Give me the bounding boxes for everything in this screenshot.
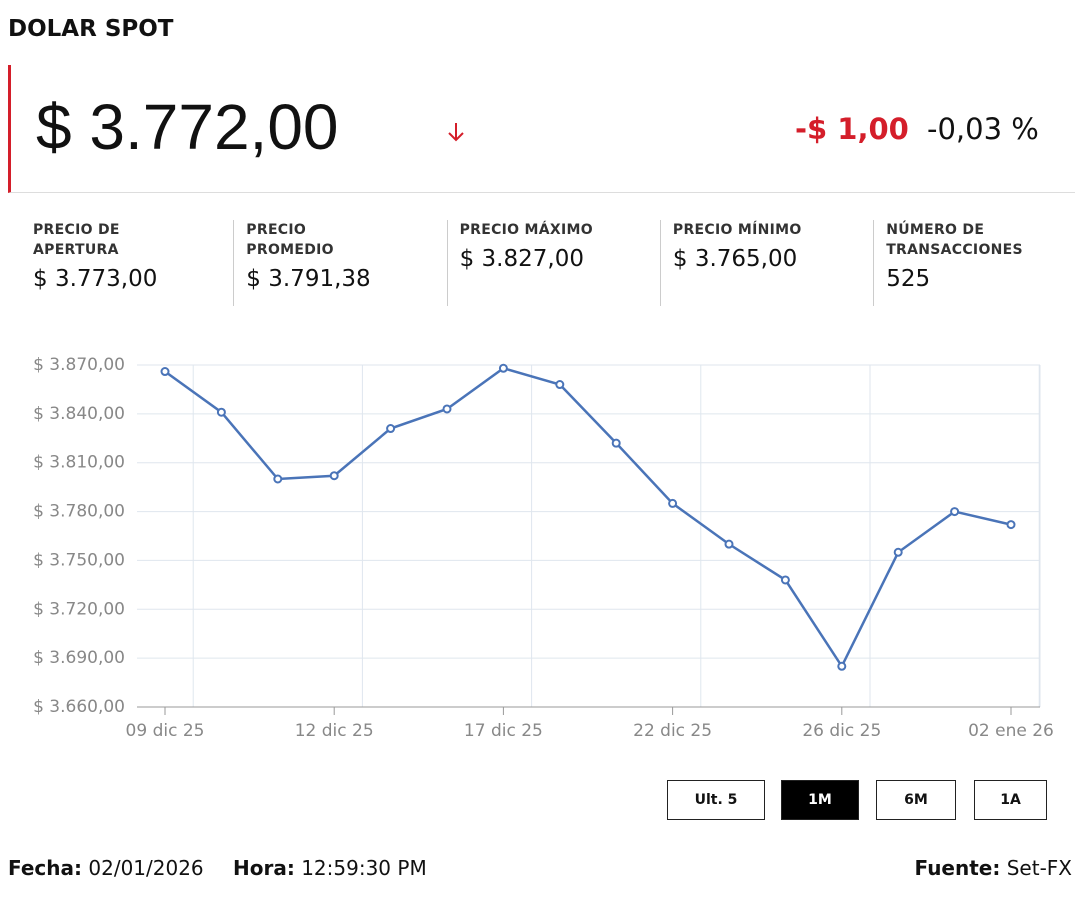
chart: $ 3.660,00 $ 3.690,00 $ 3.720,00 $ 3.750,00… — [33, 355, 1054, 741]
fecha-label: Fecha: — [8, 856, 83, 880]
stat: PRECIO DE APERTURA $ 3.773,00 — [33, 220, 223, 306]
x-tick-label: 02 ene 26 — [968, 721, 1054, 741]
fuente-label: Fuente: — [914, 856, 1001, 880]
point — [837, 661, 847, 671]
y-tick-label: $ 3.780,00 — [33, 502, 125, 522]
stat-label: PRECIO MÍNIMO — [672, 222, 802, 238]
range-button[interactable]: 6M — [876, 780, 956, 820]
price-box — [8, 65, 1075, 193]
line — [164, 366, 1012, 669]
hora: Hora: 12:59:30 PM — [233, 856, 427, 880]
fecha-value: 02/01/2026 — [88, 856, 204, 880]
down-arrow — [448, 123, 464, 142]
y-tick-label: $ 3.750,00 — [33, 550, 125, 570]
point — [442, 404, 452, 414]
fuente: Fuente: Set-FX — [915, 856, 1072, 880]
point — [555, 380, 565, 390]
point — [668, 498, 678, 508]
point — [1006, 520, 1016, 530]
stat-value: $ 3.765,00 — [672, 246, 798, 272]
point — [611, 438, 621, 448]
point — [893, 547, 903, 557]
change: -$ 1,00 — [795, 112, 909, 146]
separator — [873, 220, 875, 306]
stat-label: NÚMERO DE TRANSACCIONES — [886, 222, 1023, 258]
y-tick-label: $ 3.660,00 — [33, 697, 125, 717]
stat-value: $ 3.773,00 — [33, 266, 158, 292]
price: $ 3.772,00 — [36, 91, 339, 163]
hora-label: Hora: — [233, 856, 295, 880]
fuente-value: Set-FX — [1006, 856, 1072, 880]
point — [273, 474, 283, 484]
stat-label: PRECIO MÁXIMO — [459, 222, 593, 238]
stat-value: $ 3.791,38 — [246, 266, 371, 292]
y-tick-label: $ 3.690,00 — [33, 648, 125, 668]
y-tick-label: $ 3.720,00 — [33, 599, 125, 619]
x-tick-label: 17 dic 25 — [464, 721, 543, 741]
point — [724, 539, 734, 549]
separator — [446, 220, 448, 306]
range-button[interactable]: Ult. 5 — [667, 780, 765, 820]
fecha: Fecha: 02/01/2026 — [8, 856, 204, 880]
separator — [233, 220, 235, 306]
point — [498, 363, 508, 373]
stat: NÚMERO DE TRANSACCIONES 525 — [886, 220, 1076, 306]
stat: PRECIO MÍNIMO $ 3.765,00 — [673, 220, 863, 306]
y-tick-label: $ 3.870,00 — [33, 355, 125, 375]
y-tick-label: $ 3.840,00 — [33, 404, 125, 424]
x-tick-label: 09 dic 25 — [126, 721, 205, 741]
x-tick-label: 12 dic 25 — [295, 721, 374, 741]
stat-value: $ 3.827,00 — [459, 246, 584, 272]
x-tick-label: 26 dic 25 — [802, 721, 881, 741]
point — [950, 507, 960, 517]
stat-label: PRECIO DE APERTURA — [33, 222, 120, 258]
point — [780, 575, 790, 585]
point — [386, 424, 396, 434]
stat-label: PRECIO PROMEDIO — [246, 222, 334, 258]
point — [216, 407, 226, 417]
separator — [659, 220, 661, 306]
stat: PRECIO MÁXIMO $ 3.827,00 — [460, 220, 650, 306]
title: DOLAR SPOT — [8, 16, 174, 42]
y-tick-label: $ 3.810,00 — [33, 453, 125, 473]
point — [329, 471, 339, 481]
hora-value: 12:59:30 PM — [301, 856, 427, 880]
point — [160, 367, 170, 377]
range-button[interactable]: 1M — [781, 780, 859, 820]
range-button[interactable]: 1A — [974, 780, 1047, 820]
stat: PRECIO PROMEDIO $ 3.791,38 — [246, 220, 436, 306]
change-pct: -0,03 % — [927, 112, 1039, 146]
x-tick-label: 22 dic 25 — [633, 721, 712, 741]
stat-value: 525 — [886, 266, 931, 292]
